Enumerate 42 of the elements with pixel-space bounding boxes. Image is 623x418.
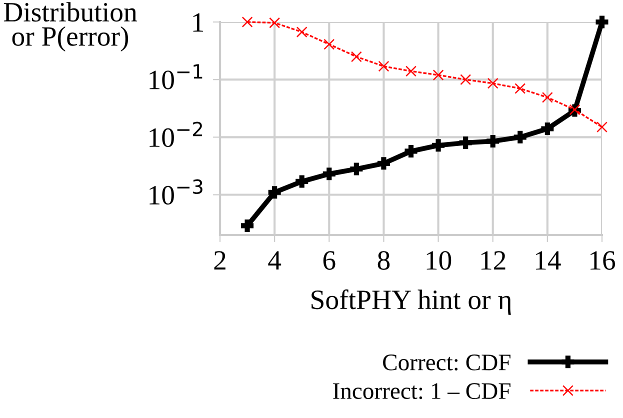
- point: [486, 134, 500, 148]
- point: [541, 122, 554, 136]
- point: [378, 60, 390, 72]
- y-tick-label: 1: [193, 13, 204, 32]
- point: [432, 70, 444, 81]
- point: [268, 186, 281, 199]
- legend-label: Incorrect: 1 – CDF: [333, 383, 510, 400]
- point: [432, 139, 445, 152]
- point: [514, 130, 526, 144]
- x-tick-label: 10: [426, 251, 452, 270]
- point: [404, 144, 418, 158]
- x-tick-label: 8: [378, 251, 390, 270]
- point: [296, 175, 308, 188]
- x-tick-label: 6: [323, 251, 336, 270]
- point: [542, 92, 553, 103]
- point: [296, 26, 308, 38]
- point: [406, 66, 416, 77]
- point: [241, 219, 254, 232]
- point: [350, 162, 363, 176]
- x-tick-label: 14: [536, 251, 561, 270]
- y-tick-label: 10$^{−2}$: [150, 122, 202, 148]
- point: [514, 83, 526, 94]
- y-tick-label: 10$^{−1}$: [150, 64, 202, 90]
- x-tick-label: 4: [268, 251, 282, 270]
- point: [460, 74, 472, 86]
- x-tick-label: 2: [214, 251, 226, 270]
- y-axis-title: Distribution or P(error): [4, 2, 137, 52]
- point: [350, 51, 362, 62]
- point: [596, 122, 608, 133]
- legend-label: Correct: CDF: [383, 354, 510, 370]
- x-tick-label: 16: [590, 251, 616, 270]
- point: [596, 16, 608, 28]
- point: [459, 136, 472, 149]
- point: [322, 168, 336, 180]
- point: [324, 38, 335, 50]
- point: [269, 17, 280, 28]
- point: [487, 78, 498, 89]
- x-tick-label: 12: [481, 251, 506, 270]
- y-tick-label: 10$^{−3}$: [150, 179, 202, 205]
- point: [242, 16, 253, 28]
- x-axis-title: SoftPHY hint or η: [312, 289, 511, 315]
- point: [377, 157, 390, 170]
